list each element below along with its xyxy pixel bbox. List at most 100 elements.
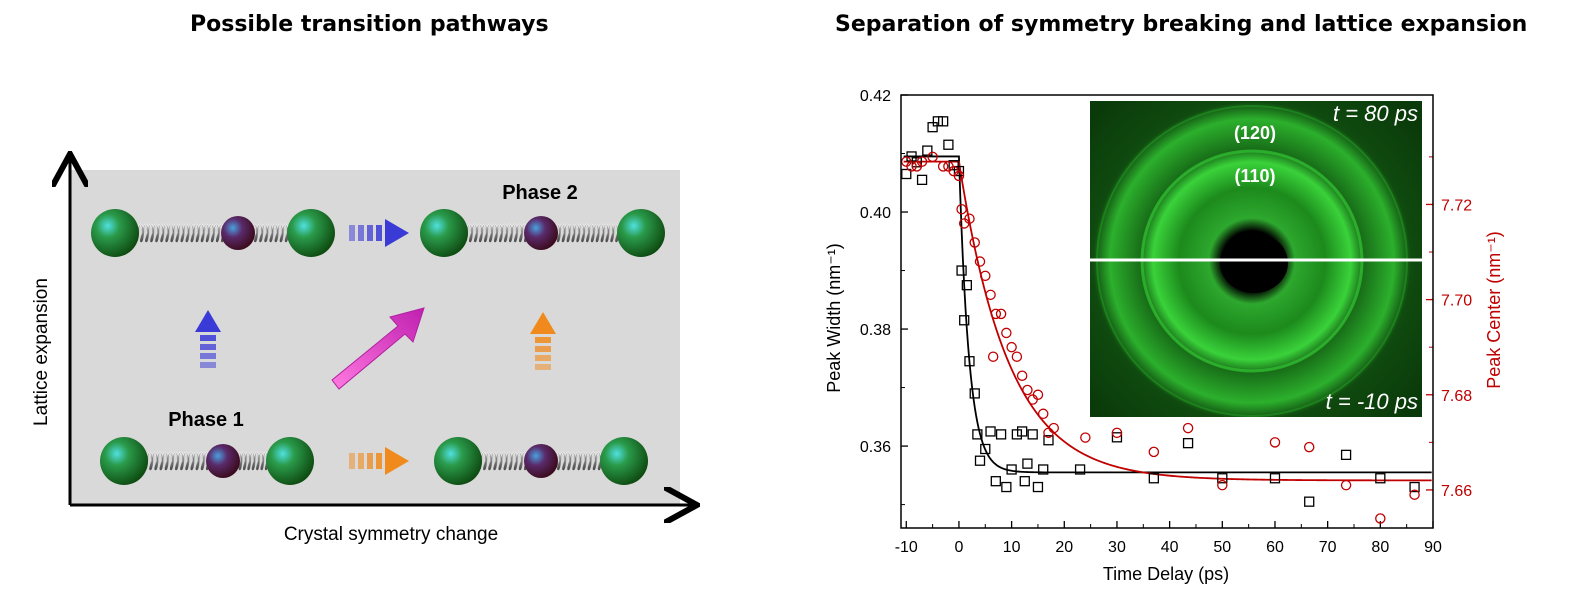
y-axis-label: Lattice expansion [31, 278, 52, 426]
outer-atom [287, 209, 335, 257]
data-point-center [990, 308, 1002, 320]
data-point-center [1303, 441, 1315, 453]
data-point-center [1269, 437, 1281, 448]
outer-atom [100, 437, 148, 485]
y-tick-label: 0.42 [860, 88, 891, 105]
data-point-width [990, 476, 1001, 487]
data-point-width [964, 356, 975, 367]
data-point-width [972, 429, 983, 440]
data-point-width [1027, 429, 1038, 440]
x-tick-label: 40 [1161, 539, 1179, 556]
data-point-width [1074, 464, 1086, 475]
y-tick-label: 0.36 [860, 439, 891, 456]
data-point-center [964, 213, 975, 224]
outer-atom [434, 437, 482, 485]
x-tick-label: -10 [895, 539, 918, 556]
phase2-label: Phase 2 [502, 182, 578, 204]
data-point-width [959, 315, 970, 326]
y2-tick-label: 7.70 [1441, 293, 1472, 310]
data-point-center [1037, 408, 1049, 420]
y2-tick-label: 7.72 [1441, 197, 1472, 214]
x-tick-label: 0 [954, 539, 963, 556]
data-point-center [969, 237, 980, 248]
data-point-width [995, 429, 1007, 440]
data-point-width [937, 116, 949, 127]
transition-pathways-diagram: Crystal symmetry change Lattice expansio… [31, 0, 720, 545]
y2-axis-title: Peak Center (nm⁻¹) [1484, 231, 1504, 389]
x-tick-label: 50 [1213, 539, 1231, 556]
data-point-width [948, 160, 959, 171]
y2-tick-label: 7.66 [1441, 483, 1472, 500]
data-point-center [1048, 422, 1060, 434]
data-point-center [987, 351, 999, 362]
y-axis-title: Peak Width (nm⁻¹) [824, 243, 844, 393]
molecule-phase1 [100, 437, 314, 485]
inset-top-label: t = 80 ps [1333, 101, 1418, 126]
x-axis-label: Crystal symmetry change [284, 524, 498, 545]
data-point-center [1111, 427, 1123, 439]
right-panel-title: Separation of symmetry breaking and latt… [835, 12, 1528, 37]
data-point-width [1269, 473, 1281, 484]
data-point-center [1022, 384, 1033, 396]
data-point-width [922, 145, 933, 156]
data-point-center [995, 308, 1007, 320]
outer-atom [420, 209, 468, 257]
data-point-center [980, 270, 991, 282]
dashed-arrow-orange-up [530, 312, 556, 370]
data-point-center [974, 256, 986, 267]
data-point-width [1409, 481, 1420, 493]
data-point-width [1019, 476, 1030, 487]
outer-atom [91, 209, 139, 257]
data-point-width [927, 122, 938, 133]
dashed-arrow-orange-right [349, 447, 409, 475]
data-point-width [1006, 464, 1017, 475]
data-point-width [1304, 496, 1315, 507]
diagonal-arrow-magenta [331, 307, 425, 390]
data-point-width [961, 280, 972, 291]
data-point-center [1080, 432, 1091, 443]
x-tick-label: 30 [1108, 539, 1126, 556]
inner-atom [221, 216, 255, 250]
fit-line-width [903, 155, 1432, 474]
data-point-center [916, 156, 928, 167]
data-point-width [1011, 429, 1023, 440]
data-point-width [1111, 432, 1123, 443]
data-point-center [1182, 422, 1194, 434]
dashed-arrow-blue-up [195, 310, 221, 368]
data-point-width [969, 388, 980, 399]
data-point-center [956, 203, 967, 215]
data-point-width [1001, 481, 1012, 493]
diffraction-inset: t = 80 ps t = -10 ps (120) (110) [1090, 101, 1422, 417]
data-point-width [1043, 435, 1054, 446]
x-tick-label: 90 [1424, 539, 1442, 556]
data-point-width [1340, 449, 1352, 461]
outer-atom [617, 209, 665, 257]
data-point-center [927, 151, 938, 163]
phase1-label: Phase 1 [168, 409, 244, 431]
data-point-center [1375, 513, 1386, 524]
data-point-width [956, 265, 967, 276]
data-point-width [932, 116, 944, 127]
x-tick-label: 10 [1003, 539, 1021, 556]
data-point-center [985, 289, 996, 301]
data-point-center [906, 161, 917, 172]
data-point-center [953, 170, 965, 182]
data-point-width [974, 455, 986, 466]
dashed-arrow-blue-right [349, 219, 409, 247]
data-point-width [1016, 426, 1028, 437]
data-point-width [1217, 473, 1228, 484]
data-point-center [1016, 370, 1028, 381]
ring-label-120: (120) [1234, 123, 1276, 143]
outer-atom [266, 437, 314, 485]
x-tick-label: 60 [1266, 539, 1284, 556]
data-point-width [916, 174, 928, 185]
data-point-width [1038, 464, 1049, 475]
molecule-expanded-phase1-symmetry [91, 209, 335, 257]
x-axis-title: Time Delay (ps) [1103, 564, 1229, 584]
plot-frame [900, 94, 1434, 529]
x-tick-label: 80 [1371, 539, 1389, 556]
data-point-center [1006, 341, 1017, 353]
data-point-width [953, 165, 965, 177]
data-point-width [1182, 438, 1194, 449]
